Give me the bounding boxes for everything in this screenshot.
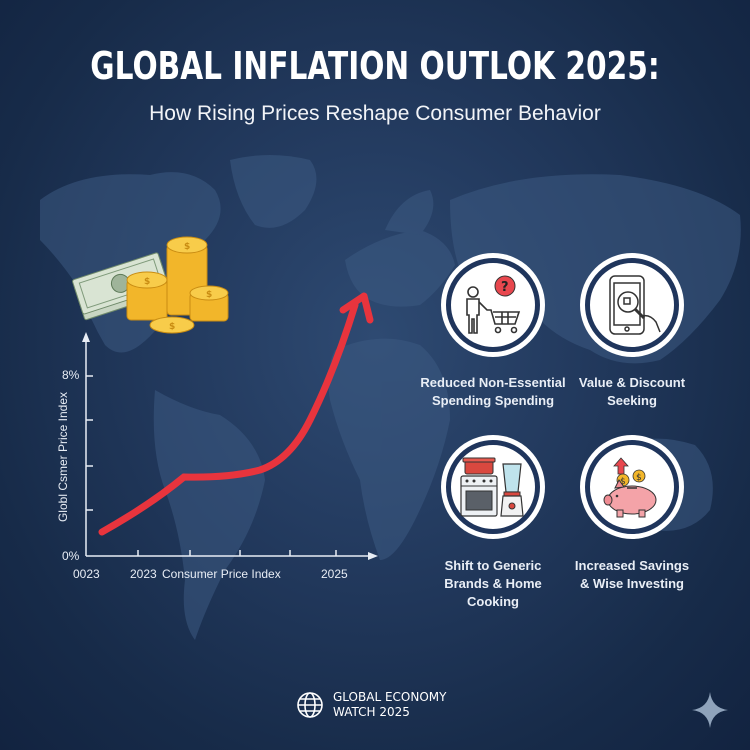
x-tick-2025: 2025: [321, 567, 348, 581]
card-label-line: Shift to Generic: [444, 558, 542, 573]
sparkle-icon: [692, 692, 728, 728]
card-label-line: Value & Discount: [578, 375, 686, 390]
card-generic-brands-cooking: [441, 435, 545, 539]
card-label-reduced-spending: Reduced Non-Essential Spending Spending: [413, 374, 573, 410]
page-title: GLOBAL INFLATION OUTLOK 2025:: [90, 44, 660, 88]
card-value-discount: [580, 253, 684, 357]
card-savings-investing: $ $: [580, 435, 684, 539]
card-label-generic-brands: Shift to Generic Brands & Home Cooking: [413, 557, 573, 611]
svg-text:?: ?: [501, 280, 509, 295]
card-label-line: Reduced Non-Essential: [420, 375, 566, 390]
globe-icon: [297, 692, 323, 718]
piggy-bank-icon: $ $: [603, 457, 657, 518]
svg-text:$: $: [144, 277, 150, 287]
card-label-line: & Wise Investing: [580, 576, 684, 591]
footer-line2: WATCH 2025: [333, 705, 410, 719]
shopper-with-cart-icon: ?: [466, 275, 521, 334]
card-label-line: Cooking: [467, 594, 519, 609]
card-label-value-discount: Value & Discount Seeking: [552, 374, 712, 410]
card-label-line: Increased Savings: [574, 558, 690, 573]
y-tick-8: 8%: [62, 368, 80, 382]
x-tick-0023: 0023: [73, 567, 100, 581]
x-axis-label: Consumer Price Index: [162, 567, 281, 581]
trend-arrow-head: [339, 292, 374, 324]
stove-and-blender-icon: [460, 457, 524, 517]
card-reduced-spending: ?: [441, 253, 545, 357]
card-label-line: Spending Spending: [431, 393, 555, 408]
footer-brand: GLOBAL ECONOMY WATCH 2025: [295, 690, 446, 720]
svg-text:$: $: [169, 322, 175, 332]
cpi-trend-line: [98, 301, 359, 536]
svg-text:$: $: [620, 477, 626, 487]
footer-line1: GLOBAL ECONOMY: [333, 690, 447, 704]
card-label-savings: Increased Savings & Wise Investing: [552, 557, 712, 593]
cash-stack-and-gold-coins-icon: $ $ $ $: [72, 236, 229, 334]
phone-magnifier-icon: [609, 275, 661, 335]
x-tick-2023: 2023: [130, 567, 157, 581]
page-subtitle: How Rising Prices Reshape Consumer Behav…: [149, 102, 601, 125]
y-tick-0: 0%: [62, 549, 80, 563]
chart-y-axis-label: Globl Csmer Price Index: [56, 391, 70, 523]
card-label-line: Brands & Home: [444, 576, 542, 591]
card-label-line: Seeking: [607, 393, 657, 408]
svg-text:$: $: [636, 473, 642, 483]
svg-text:$: $: [206, 290, 212, 300]
svg-text:$: $: [184, 242, 190, 252]
